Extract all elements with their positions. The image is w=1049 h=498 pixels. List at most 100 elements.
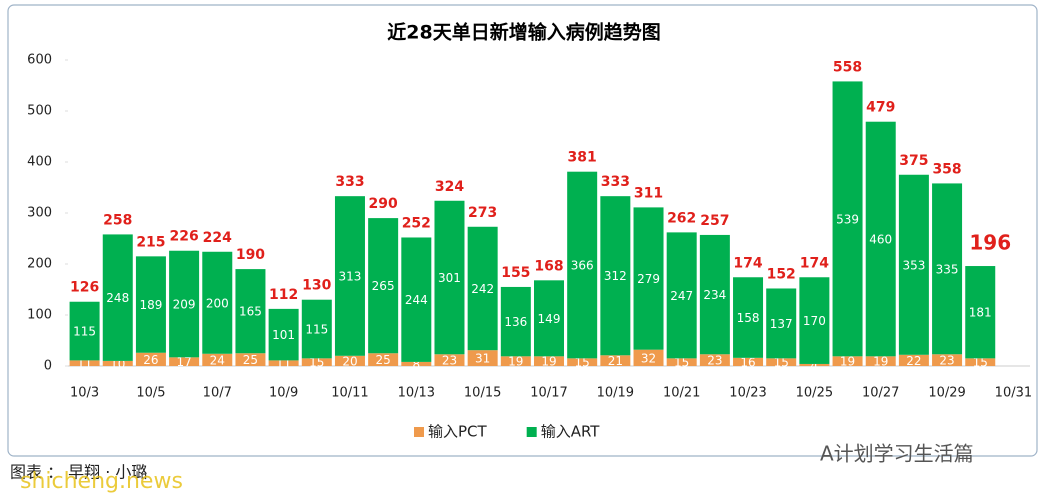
x-tick-label: 10/17 (530, 386, 567, 401)
x-tick-label: 10/29 (928, 386, 965, 401)
bar-segment (235, 269, 266, 354)
site-watermark: shicheng.news (20, 469, 183, 494)
segment-label: 312 (604, 269, 627, 283)
segment-label: 115 (73, 325, 96, 339)
segment-label: 115 (305, 323, 328, 337)
segment-label: 136 (504, 315, 527, 329)
bar-segment (202, 251, 233, 354)
total-label: 224 (203, 230, 232, 246)
bar-segment (368, 218, 399, 354)
bar-segment (733, 357, 764, 366)
segment-label: 19 (508, 355, 523, 369)
bar-segment (832, 356, 863, 366)
chart-title: 近28天单日新增输入病例趋势图 (387, 21, 660, 44)
segment-label: 247 (670, 289, 693, 303)
bar-segment (932, 354, 963, 366)
x-tick-label: 10/31 (995, 386, 1032, 401)
bar-segment (135, 256, 166, 353)
segment-label: 313 (339, 269, 362, 283)
bar-segment (832, 81, 863, 357)
bar-segment (102, 360, 133, 366)
bar-segment (467, 226, 498, 351)
x-tick-label: 10/13 (398, 386, 435, 401)
bar-segment (268, 360, 299, 366)
segment-label: 209 (173, 298, 196, 312)
total-label: 252 (402, 215, 431, 231)
bar-segment (766, 288, 797, 359)
segment-label: 242 (471, 282, 494, 296)
total-label: 333 (601, 174, 630, 190)
total-label: 381 (568, 150, 597, 166)
total-label: 558 (833, 59, 862, 75)
total-label: 215 (136, 234, 165, 250)
segment-label: 31 (475, 352, 490, 366)
total-label: 226 (169, 229, 198, 245)
segment-label: 137 (770, 317, 793, 331)
segment-label: 248 (106, 291, 129, 305)
segment-label: 265 (372, 279, 395, 293)
legend-label: 输入PCT (428, 423, 488, 441)
bar-segment (898, 354, 929, 366)
segment-label: 539 (836, 212, 859, 226)
total-label: 290 (369, 196, 398, 212)
segment-label: 15 (309, 356, 324, 370)
segment-label: 16 (740, 355, 755, 369)
total-label: 257 (700, 213, 729, 229)
segment-label: 25 (243, 353, 258, 367)
bar-segment (666, 232, 697, 359)
segment-label: 301 (438, 271, 461, 285)
bar-segment (965, 358, 996, 366)
bar-segment (699, 354, 730, 366)
segment-label: 244 (405, 293, 428, 307)
y-tick-label: 0 (44, 359, 52, 374)
bar-segment (434, 200, 465, 355)
segment-label: 21 (608, 354, 623, 368)
segment-label: 15 (674, 356, 689, 370)
x-tick-label: 10/23 (729, 386, 766, 401)
total-label: 262 (667, 210, 696, 226)
segment-label: 19 (840, 355, 855, 369)
bar-segment (567, 171, 598, 359)
segment-label: 17 (176, 355, 191, 369)
bar-segment (898, 174, 929, 355)
segment-label: 158 (737, 311, 760, 325)
y-tick-label: 400 (27, 155, 52, 170)
bar-segment (69, 301, 100, 361)
segment-label: 170 (803, 314, 826, 328)
bar-segment (865, 121, 896, 357)
bar-segment (534, 356, 564, 366)
bar-segment (733, 277, 764, 358)
segment-label: 8 (412, 357, 420, 371)
segment-label: 234 (703, 288, 726, 302)
total-label: 190 (236, 247, 265, 263)
x-tick-label: 10/15 (464, 386, 501, 401)
total-label: 174 (733, 255, 762, 271)
total-label: 375 (899, 153, 928, 169)
bar-segment (600, 355, 631, 366)
segment-label: 19 (873, 355, 888, 369)
y-tick-label: 600 (27, 53, 52, 68)
total-label: 196 (969, 231, 1011, 255)
x-tick-label: 10/7 (203, 386, 232, 401)
segment-label: 149 (538, 312, 561, 326)
bar-segment (301, 299, 332, 359)
segment-label: 26 (143, 353, 158, 367)
bar-segment (633, 349, 664, 366)
segment-label: 24 (210, 353, 225, 367)
bar-segment (102, 234, 133, 361)
bar-segment (135, 352, 166, 366)
segment-label: 15 (575, 356, 590, 370)
segment-label: 15 (973, 356, 988, 370)
total-label: 333 (335, 174, 364, 190)
segment-label: 189 (139, 298, 162, 312)
bar-segment (467, 350, 498, 366)
segment-label: 165 (239, 305, 262, 319)
x-tick-label: 10/21 (663, 386, 700, 401)
segment-label: 32 (641, 351, 656, 365)
total-label: 311 (634, 185, 663, 201)
y-tick-label: 100 (27, 308, 52, 323)
segment-label: 20 (342, 354, 357, 368)
segment-label: 23 (939, 354, 954, 368)
total-label: 168 (534, 258, 563, 274)
segment-label: 19 (541, 355, 556, 369)
